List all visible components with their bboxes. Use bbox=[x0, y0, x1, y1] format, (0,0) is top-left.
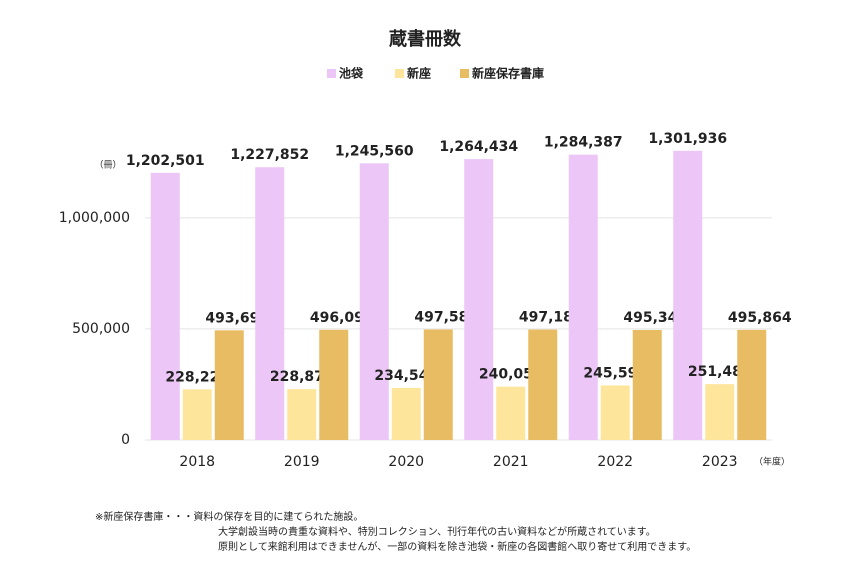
x-tick-label: 2021 bbox=[493, 454, 529, 470]
note: 原則として来館利用はできませんが、一部の資料を除き池袋・新座の各図書館へ取り寄せ… bbox=[218, 540, 696, 553]
legend-swatch bbox=[327, 69, 336, 78]
value-label: 228,877 bbox=[270, 369, 334, 385]
bar bbox=[423, 329, 453, 440]
value-label: 251,488 bbox=[688, 364, 752, 380]
bar bbox=[673, 150, 703, 440]
x-tick-label: 2018 bbox=[179, 454, 215, 470]
bar bbox=[287, 389, 317, 440]
value-label: 1,284,387 bbox=[544, 135, 623, 151]
bar bbox=[737, 329, 767, 440]
legend-label: 池袋 bbox=[339, 66, 364, 81]
legend-swatch bbox=[460, 69, 469, 78]
bar bbox=[359, 163, 389, 440]
bar bbox=[528, 329, 558, 440]
bar bbox=[391, 387, 421, 440]
bar bbox=[632, 329, 662, 440]
value-label: 228,224 bbox=[165, 369, 229, 385]
bar bbox=[319, 329, 349, 440]
bar bbox=[705, 384, 735, 440]
x-tick-label: 2022 bbox=[597, 454, 633, 470]
bar bbox=[568, 154, 598, 440]
legend-swatch bbox=[395, 69, 404, 78]
bar bbox=[464, 159, 494, 440]
x-tick-label: 2019 bbox=[284, 454, 320, 470]
y-unit: （冊） bbox=[94, 160, 121, 171]
x-tick-label: 2023 bbox=[702, 454, 738, 470]
bar bbox=[496, 386, 526, 440]
value-label: 496,097 bbox=[310, 310, 374, 326]
value-label: 497,189 bbox=[519, 310, 583, 326]
value-label: 1,227,852 bbox=[230, 147, 309, 163]
note: 大学創設当時の貴重な資料や、特別コレクション、刊行年代の古い資料などが所蔵されて… bbox=[218, 525, 656, 538]
value-label: 1,202,501 bbox=[126, 153, 205, 169]
bar bbox=[214, 330, 244, 440]
x-tick-label: 2020 bbox=[388, 454, 424, 470]
value-label: 495,864 bbox=[728, 310, 792, 326]
y-tick-label: 1,000,000 bbox=[59, 210, 130, 226]
bar bbox=[600, 385, 630, 440]
bar bbox=[150, 172, 180, 440]
value-label: 1,264,434 bbox=[439, 139, 518, 155]
x-unit: （年度） bbox=[754, 456, 790, 468]
value-label: 493,699 bbox=[205, 310, 269, 326]
y-tick-label: 0 bbox=[121, 432, 130, 448]
y-tick-label: 500,000 bbox=[72, 321, 130, 337]
legend-label: 新座 bbox=[407, 66, 431, 81]
value-label: 495,340 bbox=[623, 310, 687, 326]
value-label: 1,301,936 bbox=[648, 131, 727, 147]
legend-label: 新座保存書庫 bbox=[472, 66, 544, 81]
value-label: 497,581 bbox=[414, 309, 478, 325]
bar bbox=[255, 167, 285, 440]
bar bbox=[182, 389, 212, 440]
chart-title: 蔵書冊数 bbox=[389, 28, 462, 50]
value-label: 234,547 bbox=[374, 368, 438, 384]
value-label: 1,245,560 bbox=[335, 143, 414, 159]
value-label: 240,058 bbox=[479, 367, 543, 383]
value-label: 245,591 bbox=[583, 365, 647, 381]
note: ※新座保存書庫・・・資料の保存を目的に建てられた施設。 bbox=[95, 510, 363, 523]
